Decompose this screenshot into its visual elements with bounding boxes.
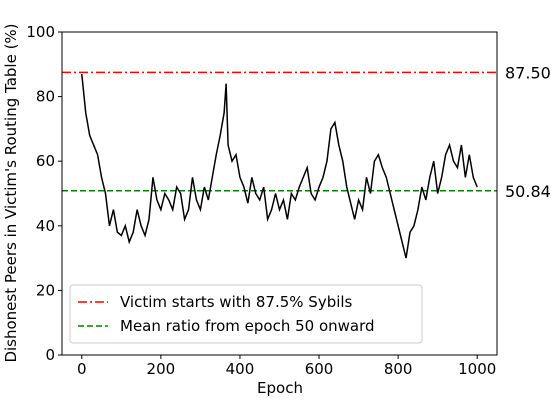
reference-label: 87.50 <box>505 63 551 82</box>
y-tick-label: 0 <box>45 346 55 364</box>
x-tick-label: 200 <box>147 360 176 378</box>
y-axis-label: Dishonest Peers in Victim's Routing Tabl… <box>2 23 20 362</box>
x-tick-label: 600 <box>305 360 334 378</box>
y-tick-label: 80 <box>36 88 55 106</box>
legend-label: Victim starts with 87.5% Sybils <box>120 293 353 311</box>
x-tick-label: 400 <box>226 360 255 378</box>
y-tick-label: 40 <box>36 217 55 235</box>
y-tick-label: 60 <box>36 152 55 170</box>
x-tick-label: 0 <box>77 360 87 378</box>
x-tick-label: 800 <box>384 360 413 378</box>
reference-label: 50.84 <box>505 182 551 201</box>
legend-box <box>69 284 423 344</box>
y-tick-label: 100 <box>26 23 55 41</box>
plot-frame <box>61 31 498 356</box>
x-tick-label: 1000 <box>458 360 496 378</box>
legend-label: Mean ratio from epoch 50 onward <box>120 317 375 335</box>
y-tick-label: 20 <box>36 281 55 299</box>
x-axis-label: Epoch <box>257 379 303 397</box>
data-line <box>81 73 478 259</box>
